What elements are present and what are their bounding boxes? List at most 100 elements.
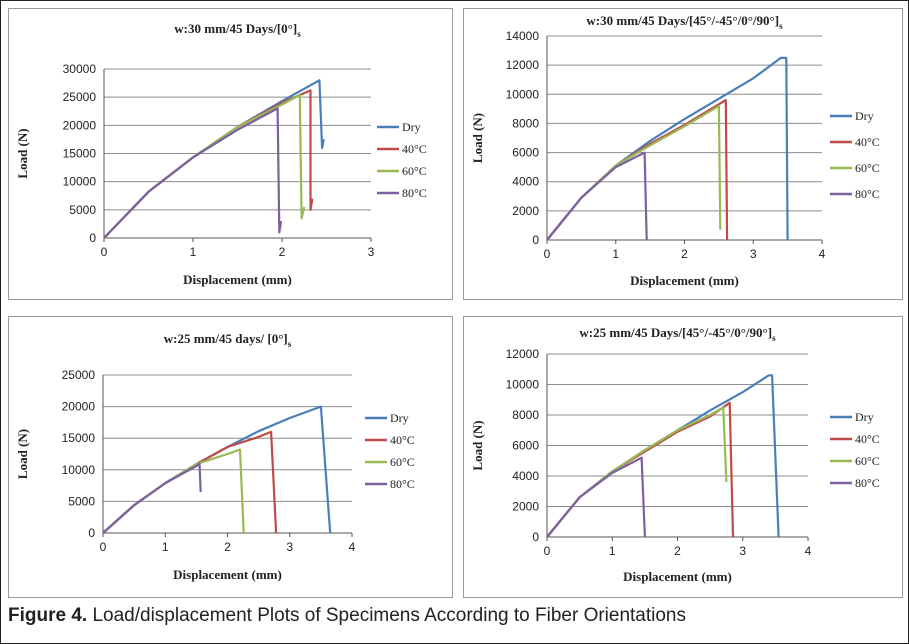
series-line xyxy=(103,93,306,239)
y-axis-label: Load (N) xyxy=(470,113,485,163)
chart-svg: 0 5000 10000 15000 20000 25000 30000 0 1 2 3 w:30 m… xyxy=(15,21,427,287)
y-axis-label: Load (N) xyxy=(15,128,30,178)
y-tick-label: 2000 xyxy=(512,204,539,218)
legend-label: Dry xyxy=(855,109,874,123)
y-tick-label: 10000 xyxy=(506,378,540,392)
series-line xyxy=(546,406,728,538)
y-axis-label: Load (N) xyxy=(15,429,30,479)
y-tick-label: 14000 xyxy=(506,29,540,43)
legend-label: 60°C xyxy=(402,164,427,178)
y-tick-label: 0 xyxy=(88,526,95,540)
y-tick-label: 0 xyxy=(532,233,539,247)
y-tick-label: 5000 xyxy=(68,494,95,508)
legend-label: 60°C xyxy=(855,454,880,468)
y-axis-label: Load (N) xyxy=(470,420,485,470)
series-line xyxy=(546,456,646,538)
x-tick-label: 3 xyxy=(286,540,293,554)
y-tick-label: 20000 xyxy=(63,118,97,132)
y-tick-label: 10000 xyxy=(63,175,97,189)
figure-caption: Figure 4. Load/displacement Plots of Spe… xyxy=(8,605,686,627)
y-tick-label: 5000 xyxy=(69,203,96,217)
y-tick-label: 10000 xyxy=(506,87,540,101)
series-line xyxy=(546,151,648,241)
x-tick-label: 4 xyxy=(349,540,356,554)
x-axis-label: Displacement (mm) xyxy=(183,272,292,287)
x-tick-label: 4 xyxy=(805,544,812,558)
y-tick-label: 6000 xyxy=(512,146,539,160)
x-axis-label: Displacement (mm) xyxy=(630,273,739,288)
caption-text: Load/displacement Plots of Specimens Acc… xyxy=(87,605,687,626)
series-line xyxy=(103,79,325,239)
x-tick-label: 3 xyxy=(750,247,757,261)
chart-title-subscript: s xyxy=(297,29,301,39)
y-tick-label: 0 xyxy=(89,231,96,245)
y-tick-label: 12000 xyxy=(506,58,540,72)
x-tick-label: 2 xyxy=(224,540,231,554)
y-tick-label: 0 xyxy=(532,530,539,544)
series-line xyxy=(102,430,278,534)
series-line xyxy=(103,107,283,239)
series-line xyxy=(103,89,314,239)
legend-label: 40°C xyxy=(402,142,427,156)
chart-title: w:30 mm/45 Days/[45°/-45°/0°/90°]s xyxy=(586,13,783,31)
chart-title-subscript: s xyxy=(779,21,783,31)
legend-label: 80°C xyxy=(855,476,880,490)
chart-panel-4: 0 2000 4000 6000 8000 10000 12000 0 1 2 3 4 w:25 mm/… xyxy=(463,316,903,598)
y-tick-label: 15000 xyxy=(62,431,96,445)
chart-title-subscript: s xyxy=(772,333,776,343)
series-line xyxy=(546,401,735,538)
chart-panel-3: 0 5000 10000 15000 20000 25000 0 1 2 3 4 w:25 mm/45… xyxy=(8,316,453,598)
caption-label: Figure 4. xyxy=(8,605,88,626)
x-tick-label: 0 xyxy=(544,247,551,261)
chart-panel-2: 0 2000 4000 6000 8000 10000 12000 14000 0 1 2 3 4 w:3… xyxy=(463,8,903,300)
y-tick-label: 6000 xyxy=(512,439,539,453)
y-tick-label: 2000 xyxy=(512,500,539,514)
x-tick-label: 1 xyxy=(190,245,197,259)
legend-label: 40°C xyxy=(390,433,415,447)
legend-label: 60°C xyxy=(855,161,880,175)
x-tick-label: 0 xyxy=(544,544,551,558)
x-tick-label: 2 xyxy=(279,245,286,259)
y-tick-label: 8000 xyxy=(512,408,539,422)
chart-title: w:25 mm/45 days/ [0°]s xyxy=(164,331,292,349)
chart-title-subscript: s xyxy=(288,339,292,349)
series-line xyxy=(546,99,729,241)
legend-label: 80°C xyxy=(390,477,415,491)
chart-svg: 0 2000 4000 6000 8000 10000 12000 14000 0 1 2 3 4 w:3… xyxy=(470,13,880,288)
series-line xyxy=(546,104,722,241)
y-tick-label: 15000 xyxy=(63,147,97,161)
legend-label: 80°C xyxy=(855,187,880,201)
chart-title: w:30 mm/45 Days/[0°]s xyxy=(174,21,301,39)
legend-label: 60°C xyxy=(390,455,415,469)
x-axis-label: Displacement (mm) xyxy=(173,567,282,582)
chart-panel-1: 0 5000 10000 15000 20000 25000 30000 0 1 2 3 w:30 m… xyxy=(8,8,453,300)
x-tick-label: 0 xyxy=(100,540,107,554)
legend-label: 80°C xyxy=(402,186,427,200)
x-tick-label: 2 xyxy=(681,247,688,261)
y-tick-label: 30000 xyxy=(63,62,97,76)
chart-svg: 0 5000 10000 15000 20000 25000 0 1 2 3 4 w:25 mm/45… xyxy=(15,331,415,582)
series-line xyxy=(546,374,780,538)
y-tick-label: 4000 xyxy=(512,469,539,483)
series-line xyxy=(102,462,202,534)
legend-label: 40°C xyxy=(855,135,880,149)
x-axis-label: Displacement (mm) xyxy=(623,569,732,584)
x-tick-label: 4 xyxy=(819,247,826,261)
chart-svg: 0 2000 4000 6000 8000 10000 12000 0 1 2 3 4 w:25 mm/… xyxy=(470,325,880,584)
x-tick-label: 1 xyxy=(612,247,619,261)
y-tick-label: 20000 xyxy=(62,400,96,414)
y-tick-label: 12000 xyxy=(506,347,540,361)
series-line xyxy=(546,56,789,241)
y-tick-label: 25000 xyxy=(63,90,97,104)
x-tick-label: 1 xyxy=(162,540,169,554)
y-tick-label: 10000 xyxy=(62,463,96,477)
y-tick-label: 25000 xyxy=(62,368,96,382)
x-tick-label: 3 xyxy=(739,544,746,558)
x-tick-label: 0 xyxy=(101,245,108,259)
x-tick-label: 1 xyxy=(609,544,616,558)
x-tick-label: 3 xyxy=(368,245,375,259)
y-tick-label: 8000 xyxy=(512,116,539,130)
y-tick-label: 4000 xyxy=(512,175,539,189)
legend-label: 40°C xyxy=(855,432,880,446)
legend-label: Dry xyxy=(390,411,409,425)
